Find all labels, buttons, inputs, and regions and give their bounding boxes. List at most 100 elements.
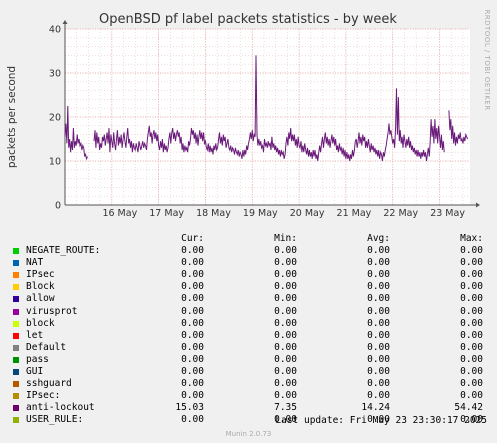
legend-avg-value: 0.00 (367, 341, 390, 353)
legend-cur-value: 0.00 (181, 305, 204, 317)
legend-row: GUI 0.00 0.00 0.00 0.00 (12, 366, 487, 378)
legend-swatch (13, 332, 19, 339)
legend-row: Block 0.00 0.00 0.00 0.00 (12, 281, 487, 293)
legend-avg-value: 0.00 (367, 245, 390, 257)
legend-cur-value: 0.00 (181, 414, 204, 426)
legend-cur-value: 0.00 (181, 281, 204, 293)
legend-avg-value: 0.00 (367, 293, 390, 305)
y-tick-label: 0 (55, 201, 61, 212)
legend-name: IPsec: (26, 390, 61, 402)
legend-swatch (13, 405, 19, 412)
series-line-anti-lockout (93, 55, 445, 162)
legend-avg-value: 0.00 (367, 390, 390, 402)
x-tick-label: 17 May (149, 208, 184, 219)
legend-swatch (13, 320, 19, 327)
legend-name: IPsec (26, 269, 55, 281)
x-tick-label: 21 May (337, 208, 372, 219)
legend-header: Cur: Min: Avg: Max: (12, 233, 487, 245)
legend-swatch (13, 248, 19, 255)
legend-row: Default 0.00 0.00 0.00 0.00 (12, 342, 487, 354)
legend-avg-value: 0.00 (367, 378, 390, 390)
legend-row: USER_RULE: 0.00 0.00 0.00 0.00 (12, 414, 487, 426)
x-tick-label: 23 May (430, 208, 465, 219)
y-axis-arrow (62, 20, 68, 24)
legend-min-value: 0.00 (274, 378, 297, 390)
legend-cur-value: 0.00 (181, 317, 204, 329)
legend-avg-value: 0.00 (367, 269, 390, 281)
legend-max-value: 0.00 (460, 293, 483, 305)
legend-max-value: 0.00 (460, 366, 483, 378)
header-avg: Avg: (367, 233, 390, 244)
legend-avg-value: 0.00 (367, 281, 390, 293)
legend-name: anti-lockout (26, 402, 95, 414)
legend-min-value: 0.00 (274, 390, 297, 402)
legend-min-value: 0.00 (274, 341, 297, 353)
x-tick-label: 20 May (290, 208, 325, 219)
y-axis-label: packets per second (6, 66, 18, 168)
legend-swatch (13, 356, 19, 363)
legend-swatch (13, 344, 19, 351)
legend-name: NAT (26, 257, 44, 269)
legend-min-value: 0.00 (274, 366, 297, 378)
legend-cur-value: 0.00 (181, 341, 204, 353)
legend-max-value: 0.00 (460, 390, 483, 402)
legend-min-value: 0.00 (274, 414, 297, 426)
legend-cur-value: 15.03 (175, 402, 204, 414)
legend-swatch (13, 417, 19, 424)
grid (64, 28, 470, 206)
legend-row: anti-lockout 15.03 7.35 14.24 54.42 (12, 402, 487, 414)
legend-row: block 0.00 0.00 0.00 0.00 (12, 318, 487, 330)
legend-min-value: 0.00 (274, 245, 297, 257)
legend-swatch (13, 308, 19, 315)
header-cur: Cur: (181, 233, 204, 244)
legend-max-value: 0.00 (460, 257, 483, 269)
munin-version: Munin 2.0.73 (225, 430, 272, 438)
legend-max-value: 0.00 (460, 353, 483, 365)
last-update: Last update: Fri May 23 23:30:17 2025 (275, 415, 487, 426)
legend-min-value: 0.00 (274, 293, 297, 305)
legend-avg-value: 0.00 (367, 414, 390, 426)
legend-row: IPsec: 0.00 0.00 0.00 0.00 (12, 390, 487, 402)
legend-name: let (26, 329, 44, 341)
legend-max-value: 0.00 (460, 305, 483, 317)
side-label: RRDTOOL / TOBI OETIKER (483, 9, 491, 110)
header-min: Min: (274, 233, 297, 244)
x-axis: 16 May 17 May 18 May 19 May 20 May 21 May 22 M… (65, 202, 480, 219)
legend-row: allow 0.00 0.00 0.00 0.00 (12, 293, 487, 305)
legend-cur-value: 0.00 (181, 378, 204, 390)
series-line-anti-lockout (64, 105, 88, 161)
legend-max-value: 0.00 (460, 341, 483, 353)
legend-max-value: 0.00 (460, 269, 483, 281)
legend-name: GUI (26, 366, 44, 378)
x-axis-arrow (476, 202, 480, 208)
legend-row: NEGATE_ROUTE: 0.00 0.00 0.00 0.00 (12, 245, 487, 257)
legend-min-value: 0.00 (274, 305, 297, 317)
legend-avg-value: 0.00 (367, 366, 390, 378)
legend-min-value: 0.00 (274, 257, 297, 269)
legend-max-value: 0.00 (460, 378, 483, 390)
legend-avg-value: 0.00 (367, 257, 390, 269)
legend-name: sshguard (26, 378, 72, 390)
legend-name: NEGATE_ROUTE: (26, 245, 101, 257)
legend-max-value: 0.00 (460, 245, 483, 257)
legend-min-value: 0.00 (274, 281, 297, 293)
legend-min-value: 0.00 (274, 317, 297, 329)
legend-rows: NEGATE_ROUTE: 0.00 0.00 0.00 0.00 NAT 0.00 0.00… (12, 245, 487, 426)
legend-cur-value: 0.00 (181, 245, 204, 257)
legend-max-value: 0.00 (460, 329, 483, 341)
legend-cur-value: 0.00 (181, 269, 204, 281)
y-tick-label: 20 (49, 113, 61, 124)
legend-name: allow (26, 293, 55, 305)
legend-avg-value: 0.00 (367, 329, 390, 341)
legend-swatch (13, 260, 19, 267)
x-tick-label: 22 May (383, 208, 418, 219)
legend-row: sshguard 0.00 0.00 0.00 0.00 (12, 378, 487, 390)
y-tick-label: 30 (49, 69, 61, 80)
legend-max-value: 0.00 (460, 281, 483, 293)
legend-avg-value: 14.24 (361, 402, 390, 414)
legend-avg-value: 0.00 (367, 305, 390, 317)
legend-avg-value: 0.00 (367, 317, 390, 329)
legend-name: virusprot (26, 305, 78, 317)
legend-min-value: 7.35 (274, 402, 297, 414)
legend-row: let 0.00 0.00 0.00 0.00 (12, 330, 487, 342)
